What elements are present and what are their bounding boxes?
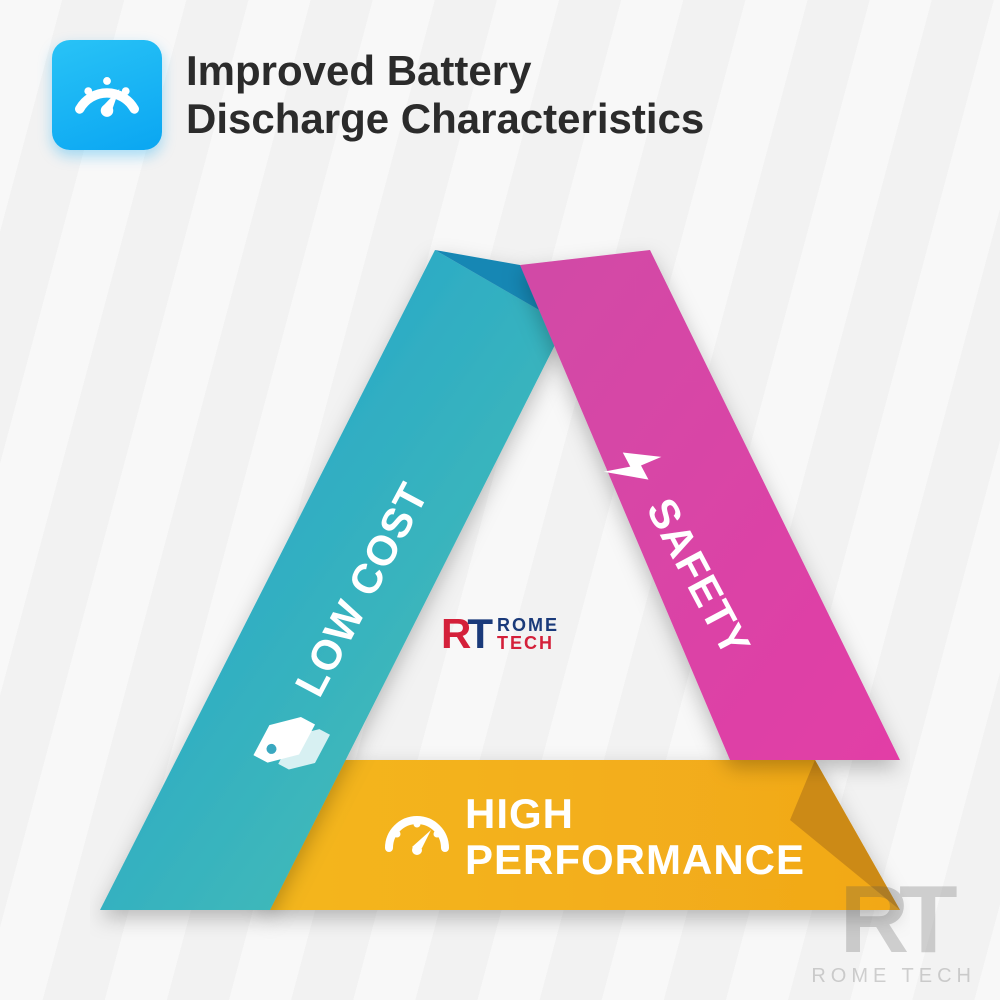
ribbon-safety [520,250,900,760]
hp-label-line1: HIGH [465,790,574,837]
title-line2: Discharge Characteristics [186,95,704,142]
triangle-infographic: LOW COST SAFETY HIGH PERFORMANCE RT [90,230,910,950]
header: Improved Battery Discharge Characteristi… [0,0,1000,190]
center-logo: RT ROME TECH [441,610,559,658]
logo-text: ROME TECH [497,616,559,652]
logo-r: R [441,610,467,657]
logo-tech: TECH [497,634,559,652]
logo-mark: RT [441,610,489,658]
watermark-logo: RT ROME TECH [811,882,976,988]
wm-r: R [840,866,899,973]
logo-t: T [467,610,489,657]
wm-t: T [899,866,948,973]
logo-rome: ROME [497,616,559,634]
gauge-icon [52,40,162,150]
wm-text: ROME TECH [811,965,976,988]
title-line1: Improved Battery [186,47,531,94]
page-title: Improved Battery Discharge Characteristi… [186,47,704,144]
hp-label-line2: PERFORMANCE [465,836,805,883]
